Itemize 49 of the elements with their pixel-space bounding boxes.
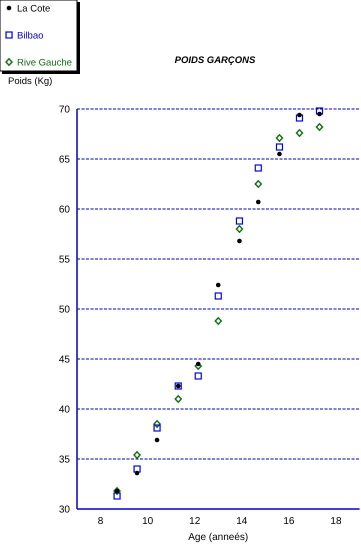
- y-tick-label: 55: [58, 254, 70, 266]
- point: [276, 134, 284, 142]
- x-tick-label: 16: [283, 516, 295, 527]
- y-tick-label: 50: [58, 304, 70, 316]
- y-tick-label: 70: [58, 104, 70, 116]
- y-tick-label: 45: [58, 354, 70, 366]
- point: [276, 143, 284, 151]
- point: [194, 362, 202, 370]
- y-tick-label: 60: [58, 204, 70, 216]
- point: [133, 451, 141, 459]
- point: [153, 424, 161, 432]
- point: [153, 420, 161, 428]
- y-tick-label: 30: [58, 504, 70, 516]
- x-tick-label: 10: [142, 516, 154, 527]
- point: [236, 225, 244, 233]
- legend-label: Rive Gauche: [17, 57, 72, 68]
- point: [256, 200, 261, 204]
- point: [174, 395, 182, 403]
- point: [194, 372, 202, 380]
- x-axis-title: Age (anneés): [188, 532, 248, 543]
- y-axis-title: Poids (Kg): [8, 76, 52, 87]
- y-tick-label: 40: [58, 404, 70, 416]
- point: [316, 107, 324, 115]
- x-tick-label: 14: [236, 516, 248, 527]
- point: [134, 470, 140, 476]
- point: [254, 164, 262, 172]
- legend-label: La Cote: [17, 3, 50, 14]
- point: [154, 438, 160, 442]
- point: [296, 129, 304, 137]
- point: [317, 112, 322, 116]
- point: [296, 114, 304, 122]
- point: [237, 238, 242, 244]
- point: [216, 282, 221, 288]
- legend-label: Bilbao: [17, 30, 44, 42]
- point: [236, 217, 244, 225]
- point: [214, 292, 222, 300]
- x-tick-label: 12: [189, 516, 201, 527]
- chart-title: POIDS GARÇONS: [174, 55, 256, 66]
- point: [254, 180, 262, 188]
- y-tick-label: 35: [58, 454, 70, 466]
- point: [133, 465, 141, 473]
- point: [316, 123, 324, 131]
- x-tick-label: 18: [330, 516, 342, 527]
- point: [214, 317, 222, 325]
- point: [113, 492, 121, 500]
- point: [277, 152, 282, 156]
- x-tick-label: 8: [98, 516, 104, 527]
- y-tick-label: 65: [58, 154, 70, 166]
- point: [297, 112, 302, 118]
